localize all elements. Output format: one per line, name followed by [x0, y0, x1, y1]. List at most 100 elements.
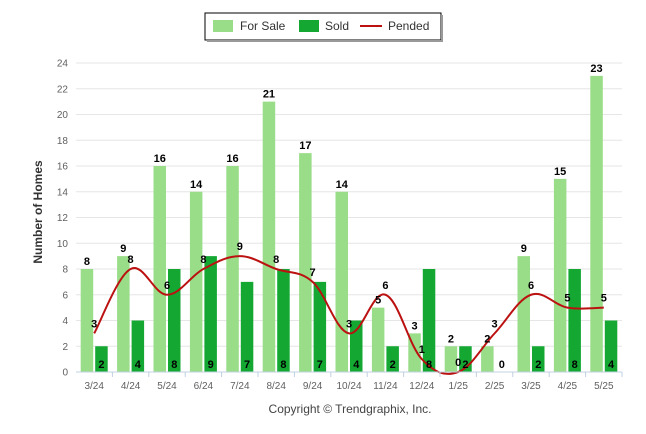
data-label-for-sale: 9 [521, 243, 527, 255]
y-tick-label: 6 [62, 290, 68, 301]
data-label-sold: 7 [244, 359, 250, 371]
data-label-for-sale: 17 [299, 140, 311, 152]
y-tick-label: 2 [62, 342, 68, 353]
bar-sold [604, 320, 618, 372]
bar-sold [240, 281, 254, 372]
y-tick-label: 22 [57, 84, 69, 95]
x-tick-label: 5/25 [594, 381, 614, 392]
legend-shadow-right [441, 15, 443, 42]
data-label-for-sale: 15 [554, 166, 566, 178]
bar-for-sale [262, 101, 276, 372]
copyright-footer: Copyright © Trendgraphix, Inc. [269, 402, 432, 416]
legend-swatch-for-sale [213, 20, 233, 32]
pended-line [93, 255, 604, 375]
data-label-for-sale: 2 [484, 333, 490, 345]
bar-for-sale [590, 75, 603, 372]
data-label-pended: 0 [455, 357, 461, 369]
bar-for-sale [189, 191, 203, 372]
data-label-pended: 3 [91, 318, 97, 330]
x-tick-label: 3/25 [521, 381, 541, 392]
bar-sold [422, 269, 436, 372]
legend-swatch-sold [299, 20, 319, 32]
x-tick-label: 3/24 [84, 381, 104, 392]
data-label-pended: 6 [164, 280, 170, 292]
bar-for-sale [80, 269, 94, 372]
legend-label-sold: Sold [325, 19, 349, 33]
data-label-for-sale: 21 [263, 89, 275, 101]
x-tick-label: 5/24 [157, 381, 177, 392]
data-label-pended: 8 [128, 254, 134, 266]
gridlines [76, 62, 622, 373]
y-tick-label: 10 [57, 239, 69, 250]
x-tick-label: 12/24 [409, 381, 434, 392]
data-label-for-sale: 3 [411, 320, 417, 332]
data-label-sold: 8 [426, 359, 432, 371]
y-tick-label: 24 [57, 59, 69, 70]
data-label-for-sale: 14 [336, 179, 349, 191]
bar-sold [532, 346, 545, 372]
x-tick-label: 2/25 [485, 381, 505, 392]
bar-sold [313, 281, 327, 372]
y-tick-label: 14 [57, 187, 69, 198]
bar-sold [131, 320, 145, 372]
data-label-sold: 2 [390, 359, 396, 371]
data-label-sold: 2 [462, 359, 468, 371]
data-label-sold: 4 [608, 359, 615, 371]
data-label-for-sale: 16 [154, 153, 166, 165]
data-label-pended: 7 [310, 267, 316, 279]
x-tick-label: 9/24 [303, 381, 323, 392]
data-label-for-sale: 9 [120, 243, 126, 255]
x-tick-label: 8/24 [266, 381, 286, 392]
y-tick-label: 4 [62, 316, 68, 327]
bar-for-sale [299, 153, 312, 372]
bar-sold [568, 269, 581, 372]
data-label-for-sale: 14 [190, 179, 203, 191]
data-label-sold: 4 [353, 359, 360, 371]
bar-for-sale [371, 307, 385, 372]
data-label-for-sale: 23 [590, 63, 602, 75]
bars [80, 75, 618, 372]
bar-for-sale [481, 346, 494, 372]
data-label-sold: 8 [572, 359, 578, 371]
data-label-pended: 6 [528, 280, 534, 292]
x-tick-label: 4/24 [121, 381, 141, 392]
pended-line-layer [93, 255, 604, 375]
bar-sold [386, 346, 399, 372]
y-tick-label: 16 [57, 162, 69, 173]
bar-for-sale [335, 191, 348, 372]
x-tick-label: 10/24 [336, 381, 361, 392]
bar-sold [277, 269, 290, 372]
bar-for-sale [117, 256, 130, 372]
data-label-for-sale: 2 [448, 333, 454, 345]
bar-for-sale [153, 166, 166, 372]
y-tick-label: 18 [57, 136, 69, 147]
x-tick-label: 4/25 [558, 381, 578, 392]
data-label-pended: 9 [237, 241, 243, 253]
x-tick-label: 6/24 [194, 381, 214, 392]
y-tick-label: 20 [57, 110, 69, 121]
data-label-sold: 2 [98, 359, 104, 371]
legend-shadow-bottom [207, 40, 443, 42]
x-tick-label: 1/25 [448, 381, 468, 392]
x-tick-label: 7/24 [230, 381, 250, 392]
data-label-sold: 4 [135, 359, 142, 371]
y-axis-title: Number of Homes [31, 160, 45, 264]
data-label-pended: 5 [601, 293, 607, 305]
data-label-sold: 7 [317, 359, 323, 371]
bar-for-sale [226, 166, 239, 372]
legend-label-pended: Pended [388, 19, 429, 33]
bar-for-sale [553, 178, 567, 372]
data-label-sold: 9 [208, 359, 214, 371]
data-label-for-sale: 8 [84, 256, 90, 268]
data-label-pended: 8 [200, 254, 206, 266]
x-tick-label: 11/24 [373, 381, 398, 392]
data-label-sold: 8 [171, 359, 177, 371]
data-label-pended: 6 [382, 280, 388, 292]
data-label-pended: 3 [492, 318, 498, 330]
data-label-pended: 8 [273, 254, 279, 266]
data-label-sold: 8 [280, 359, 286, 371]
data-label-pended: 1 [419, 344, 425, 356]
